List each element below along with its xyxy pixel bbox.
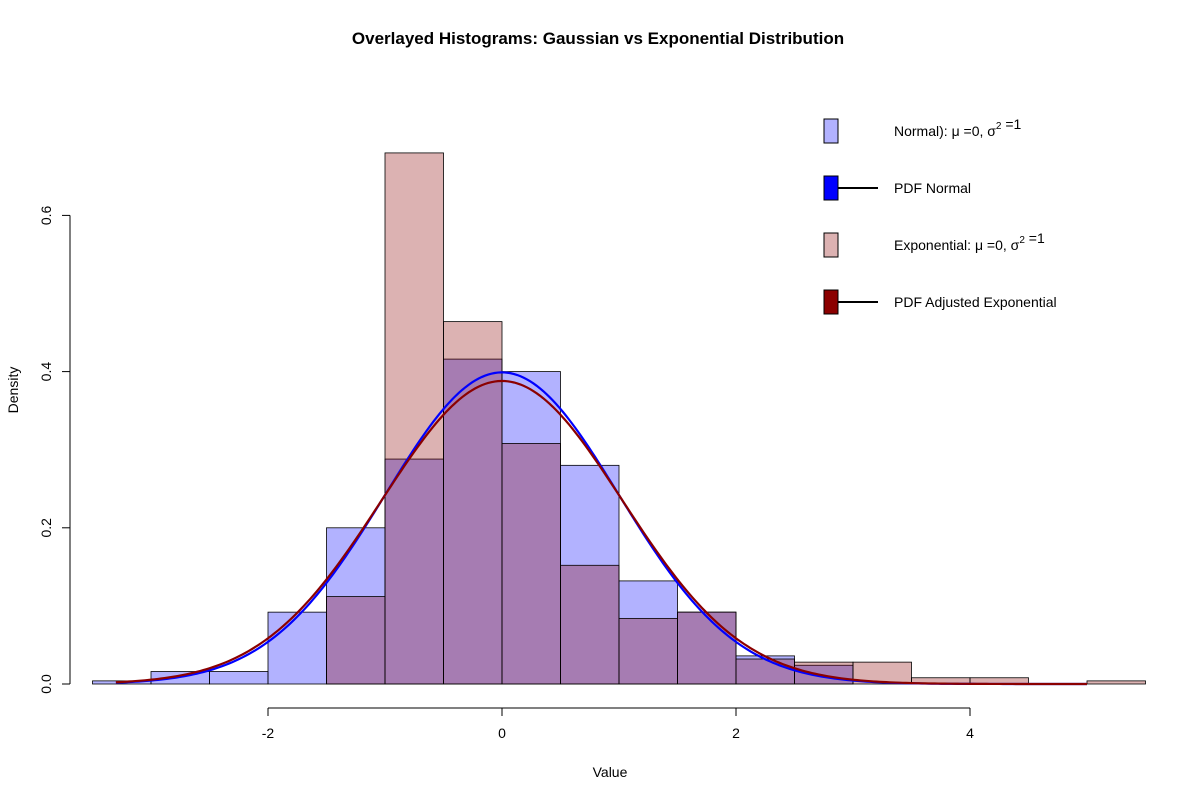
legend-item: PDF Normal: [823, 175, 971, 201]
y-tick-label: 0.6: [38, 205, 54, 225]
exponential-histogram-bar: [384, 152, 444, 685]
exponential-histogram-bar: [618, 617, 678, 685]
x-tick-label: 0: [498, 725, 506, 741]
y-axis-label: Density: [5, 367, 21, 414]
legend-swatch: [823, 289, 839, 315]
exponential-histogram-bar: [1086, 680, 1146, 685]
normal-histogram-bar: [326, 527, 386, 685]
normal-histogram-bar: [209, 671, 269, 685]
exponential-histogram-bar: [326, 596, 386, 685]
y-tick-label: 0.4: [38, 362, 54, 382]
exponential-histogram-bar: [560, 564, 620, 685]
y-axis: 0.0 0.2 0.4 0.6: [38, 205, 71, 694]
exponential-histogram-bar: [677, 611, 737, 685]
normal-histogram-bar: [267, 611, 327, 685]
normal-histogram: [92, 358, 854, 685]
legend-swatch: [823, 232, 839, 258]
normal-histogram-bar: [384, 458, 444, 685]
legend-label: Exponential: μ =0, σ2 =1: [894, 230, 1045, 253]
exponential-histogram-bar: [735, 658, 795, 685]
x-tick-label: 4: [966, 725, 974, 741]
legend-swatch: [823, 175, 839, 201]
exponential-pdf-line: [115, 379, 1087, 686]
legend-label: PDF Normal: [894, 180, 971, 196]
legend-item: PDF Adjusted Exponential: [823, 289, 1057, 315]
x-axis: -2 0 2 4: [262, 707, 974, 741]
legend-item: Exponential: μ =0, σ2 =1: [823, 230, 1045, 258]
exponential-histogram-bar: [501, 443, 561, 685]
x-tick-label: -2: [262, 725, 275, 741]
normal-histogram-bar: [501, 371, 561, 685]
legend-swatch: [823, 118, 839, 144]
chart-title: Overlayed Histograms: Gaussian vs Expone…: [352, 29, 844, 48]
normal-histogram-bar: [677, 611, 737, 685]
density-curves: [115, 371, 1087, 686]
exponential-histogram-bar: [443, 321, 503, 685]
x-axis-label: Value: [593, 764, 628, 780]
legend-label: PDF Adjusted Exponential: [894, 294, 1057, 310]
exponential-histogram-bar: [852, 661, 912, 685]
x-tick-label: 2: [732, 725, 740, 741]
legend-label: Normal): μ =0, σ2 =1: [894, 116, 1022, 139]
normal-histogram-bar: [560, 464, 620, 685]
y-tick-label: 0.2: [38, 518, 54, 538]
normal-histogram-bar: [443, 358, 503, 685]
legend: Normal): μ =0, σ2 =1 PDF Normal Exponentia…: [823, 116, 1057, 315]
legend-item: Normal): μ =0, σ2 =1: [823, 116, 1022, 144]
y-tick-label: 0.0: [38, 674, 54, 694]
exponential-histogram: [326, 152, 1146, 685]
